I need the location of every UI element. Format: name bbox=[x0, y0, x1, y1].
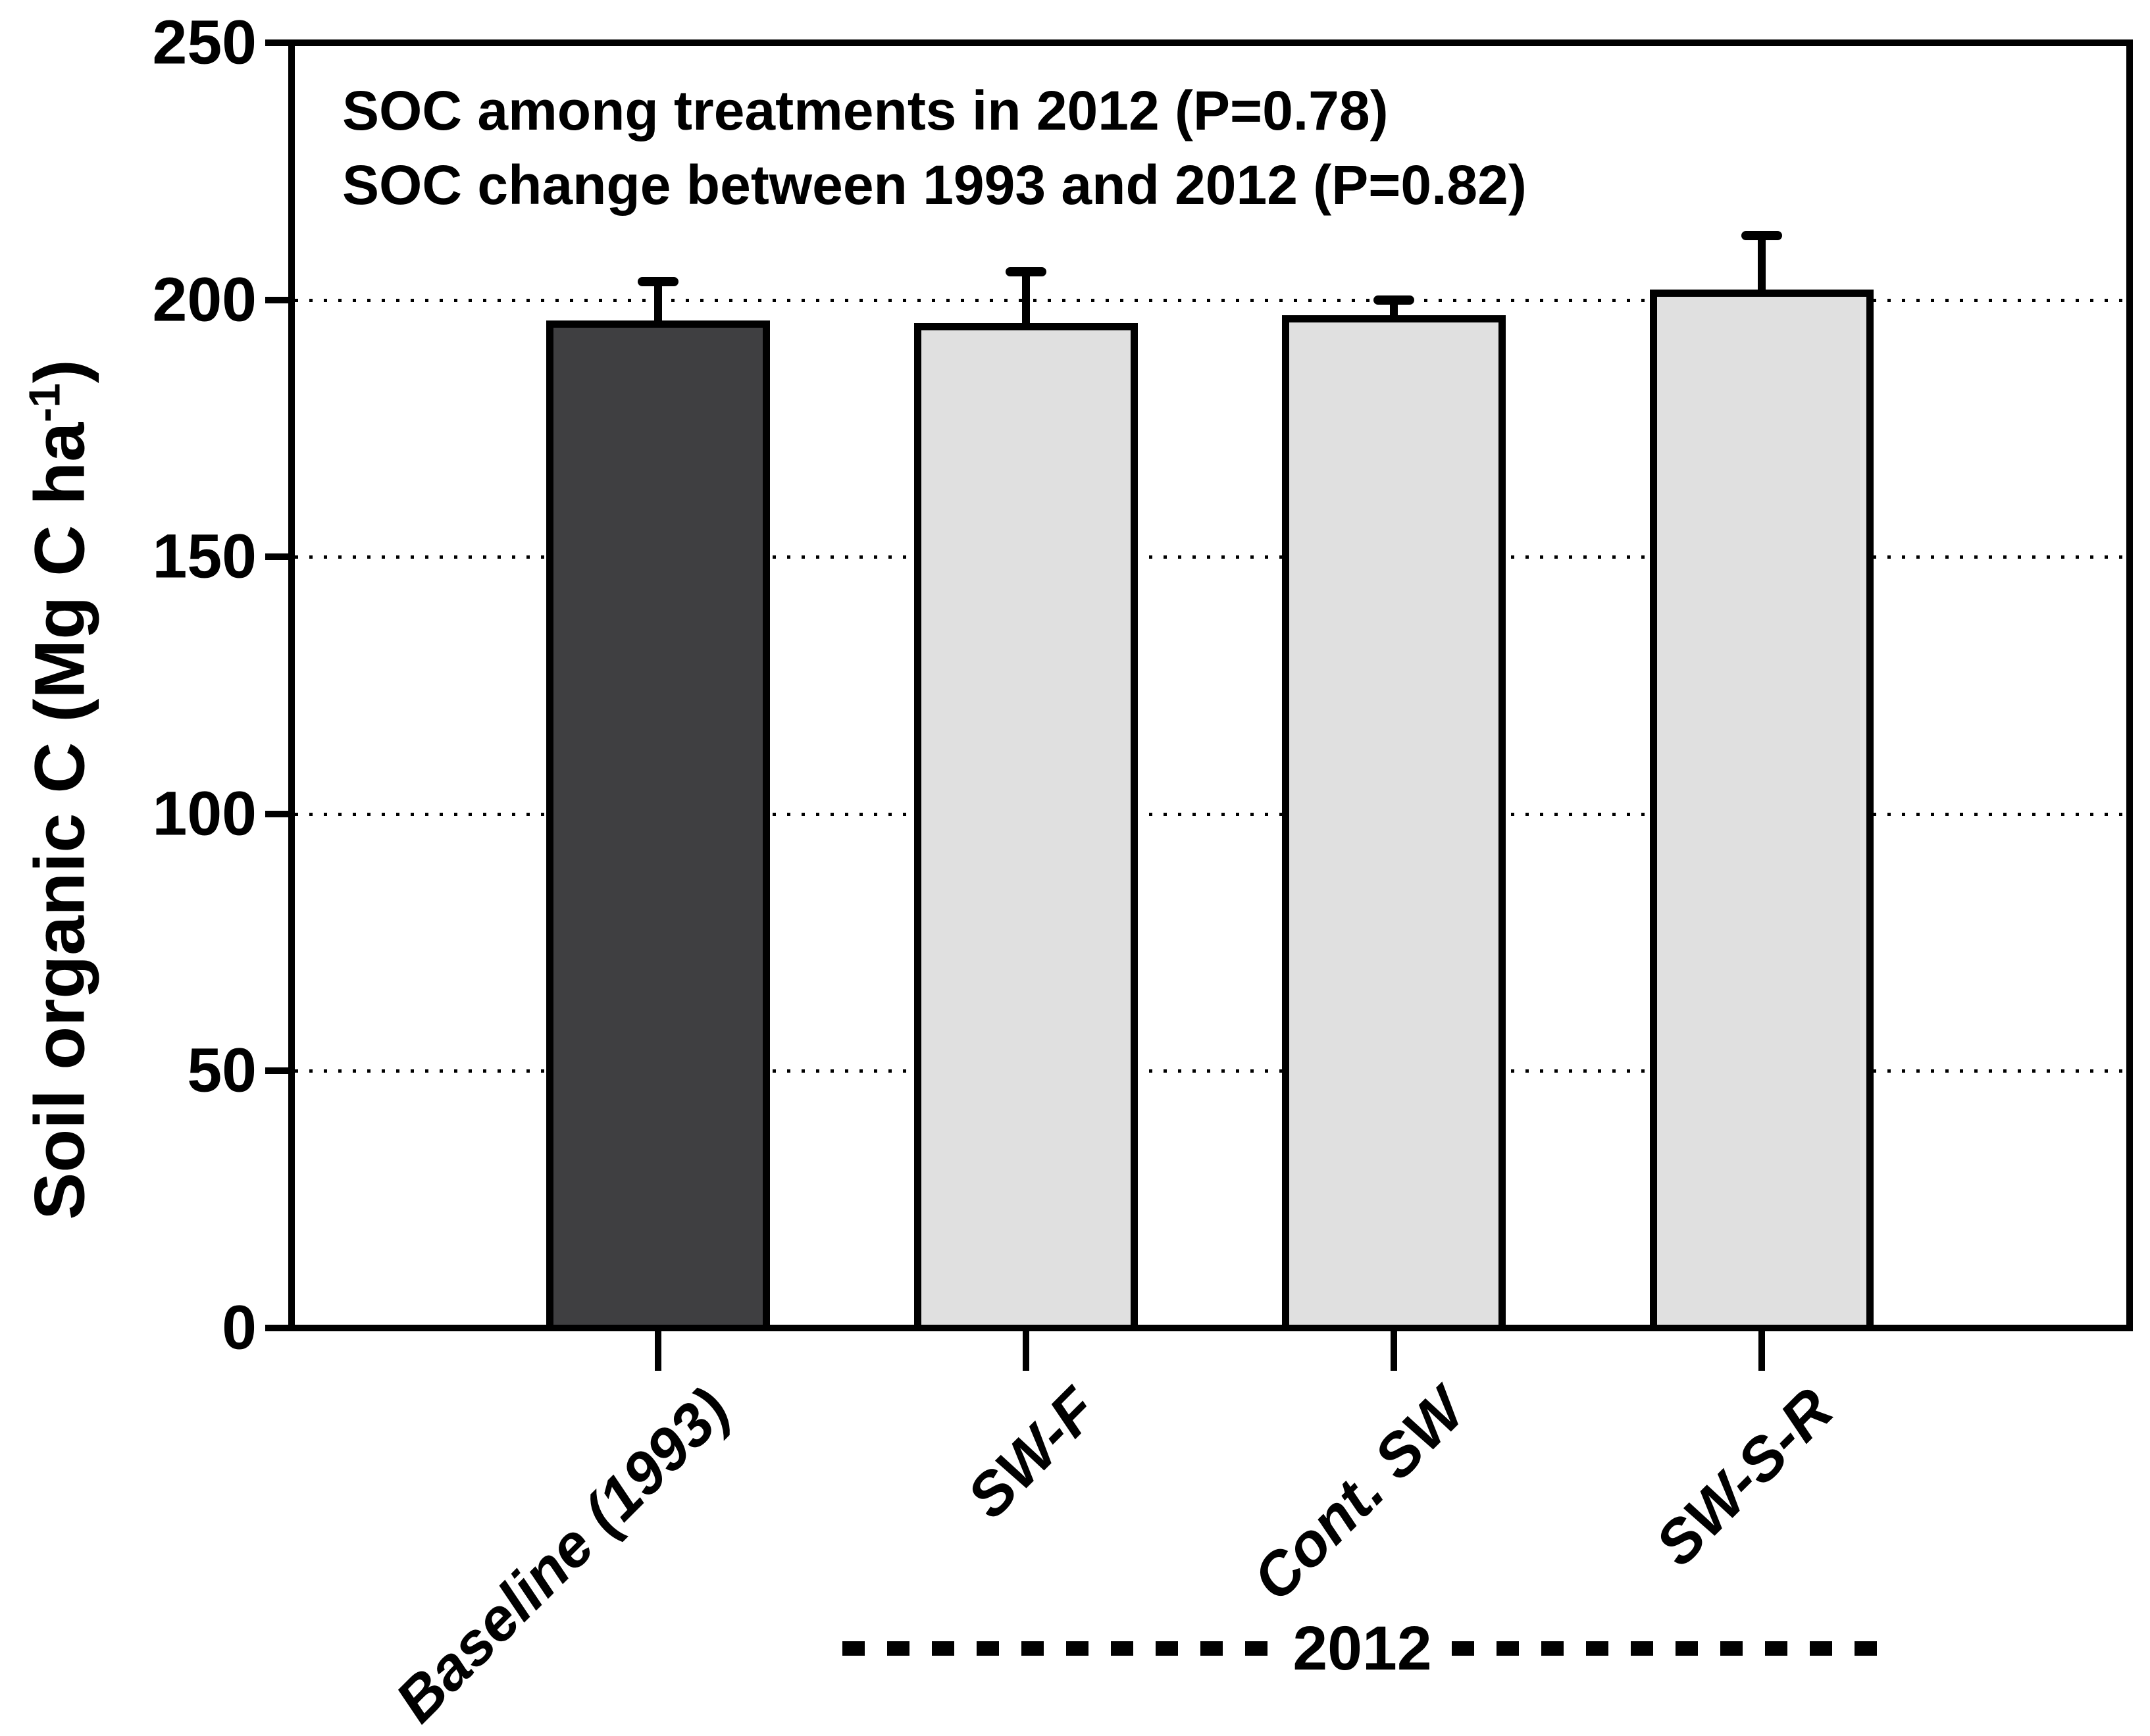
x-tick-label-sw-s-r: SW-S-R bbox=[1643, 1375, 1846, 1579]
group-dash-left bbox=[842, 1641, 1273, 1656]
x-tick-label-sw-f: SW-F bbox=[954, 1375, 1110, 1531]
y-axis-title: Soil organic C (Mg C ha-1) bbox=[18, 359, 101, 1220]
y-tick-label-250: 250 bbox=[152, 7, 257, 78]
group-2012-label: 2012 bbox=[842, 1616, 1882, 1681]
y-tick-100 bbox=[265, 810, 292, 817]
x-tick-3 bbox=[1391, 1331, 1397, 1371]
x-tick-4 bbox=[1758, 1331, 1765, 1371]
annotation-line-2: SOC change between 1993 and 2012 (P=0.82… bbox=[342, 154, 1527, 217]
y-tick-label-150: 150 bbox=[152, 521, 257, 592]
x-tick-label-cont-sw: Cont. SW bbox=[1240, 1375, 1478, 1614]
y-tick-250 bbox=[265, 39, 292, 46]
group-2012-text: 2012 bbox=[1293, 1613, 1432, 1683]
annotation-block: SOC among treatments in 2012 (P=0.78) SO… bbox=[342, 74, 1527, 223]
y-tick-label-50: 50 bbox=[187, 1035, 257, 1106]
y-axis-title-close: ) bbox=[19, 359, 99, 384]
y-tick-150 bbox=[265, 553, 292, 561]
y-tick-200 bbox=[265, 296, 292, 303]
x-tick-2 bbox=[1023, 1331, 1029, 1371]
annotation-line-1: SOC among treatments in 2012 (P=0.78) bbox=[342, 80, 1389, 141]
y-tick-0 bbox=[265, 1325, 292, 1331]
plot-frame bbox=[288, 39, 2133, 1331]
group-dash-right bbox=[1451, 1641, 1882, 1656]
y-axis-title-main: Soil organic C (Mg C ha bbox=[19, 422, 99, 1220]
y-tick-50 bbox=[265, 1067, 292, 1075]
x-tick-1 bbox=[655, 1331, 661, 1371]
x-tick-label-baseline-1993-: Baseline (1993) bbox=[383, 1375, 742, 1735]
y-axis-title-superscript: -1 bbox=[20, 383, 70, 422]
y-tick-label-0: 0 bbox=[222, 1292, 257, 1363]
y-tick-label-200: 200 bbox=[152, 265, 257, 335]
y-tick-label-100: 100 bbox=[152, 779, 257, 849]
